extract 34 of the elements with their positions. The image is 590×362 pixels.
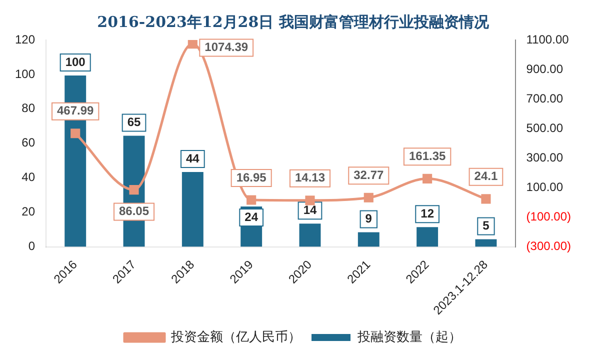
y-tick-label: 60 bbox=[22, 136, 36, 150]
data-label: 14 bbox=[303, 202, 317, 217]
data-label: 5 bbox=[482, 218, 490, 232]
y2-tick-label: (100.00) bbox=[526, 210, 572, 224]
y-tick-label: 0 bbox=[28, 239, 36, 254]
data-label: 100 bbox=[65, 54, 86, 69]
y-tick-label: 40 bbox=[22, 170, 36, 184]
data-label: 12 bbox=[420, 206, 434, 220]
data-label: 467.99 bbox=[57, 104, 94, 118]
data-label: 44 bbox=[186, 151, 200, 166]
data-label: 24 bbox=[244, 210, 258, 224]
chart-title: 2016-2023年12月28日 我国财富管理材行业投融资情况 bbox=[97, 12, 490, 31]
y-tick-label: 20 bbox=[22, 204, 36, 219]
y2-tick-label: 1100.00 bbox=[526, 32, 570, 46]
y2-tick-label: 500.00 bbox=[526, 120, 564, 135]
data-label: 9 bbox=[365, 212, 372, 226]
y-tick-label: 80 bbox=[22, 101, 36, 116]
y-tick-label: 100 bbox=[14, 66, 36, 81]
y2-tick-label: 700.00 bbox=[526, 91, 564, 106]
data-label: 65 bbox=[127, 115, 142, 130]
data-label: 1074.39 bbox=[204, 40, 248, 54]
data-label: 16.95 bbox=[236, 170, 267, 184]
data-label: 86.05 bbox=[118, 204, 150, 218]
y-tick-label: 120 bbox=[14, 32, 36, 46]
data-label: 161.35 bbox=[408, 148, 446, 163]
legend-label: 投资金额（亿人民币） bbox=[170, 329, 301, 344]
data-label: 24.1 bbox=[474, 169, 498, 184]
y2-tick-label: 100.00 bbox=[526, 180, 564, 194]
y2-tick-label: (300.00) bbox=[526, 239, 572, 254]
legend-label: 投融资数量（起） bbox=[356, 329, 462, 344]
data-label: 14.13 bbox=[294, 170, 326, 185]
data-label: 32.77 bbox=[354, 168, 384, 182]
y2-tick-label: 300.00 bbox=[526, 150, 564, 164]
y2-tick-label: 900.00 bbox=[526, 62, 564, 76]
